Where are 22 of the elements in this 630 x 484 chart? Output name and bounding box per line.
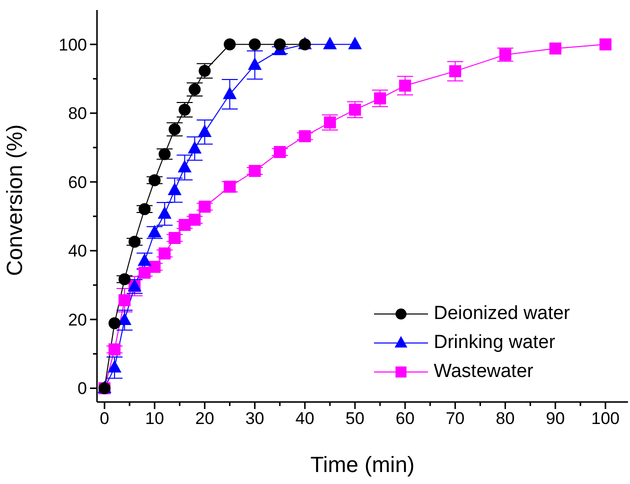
x-tick-label: 10 xyxy=(145,409,164,428)
x-axis-title: Time (min) xyxy=(310,452,415,477)
x-tick-label: 60 xyxy=(396,409,415,428)
y-tick-label: 20 xyxy=(68,310,87,330)
x-tick-label: 80 xyxy=(496,409,515,428)
y-tick-label: 60 xyxy=(68,172,87,192)
x-tick-label: 20 xyxy=(195,409,214,428)
legend-label: Deionized water xyxy=(434,302,570,324)
x-tick-label: 30 xyxy=(245,409,264,428)
y-tick-label: 100 xyxy=(58,35,87,54)
x-tick-label: 40 xyxy=(295,409,314,428)
x-tick-label: 0 xyxy=(100,409,110,428)
legend-label: Wastewater xyxy=(434,360,534,382)
y-tick-label: 40 xyxy=(68,242,87,261)
x-tick-label: 100 xyxy=(591,409,620,428)
y-tick-label: 0 xyxy=(78,379,87,398)
x-tick-label: 90 xyxy=(546,409,565,428)
legend-label: Drinking water xyxy=(434,332,556,354)
x-tick-label: 50 xyxy=(346,409,364,428)
y-tick-label: 80 xyxy=(68,104,87,124)
y-axis-title: Conversion (%) xyxy=(2,124,27,276)
x-tick-label: 70 xyxy=(446,409,465,428)
